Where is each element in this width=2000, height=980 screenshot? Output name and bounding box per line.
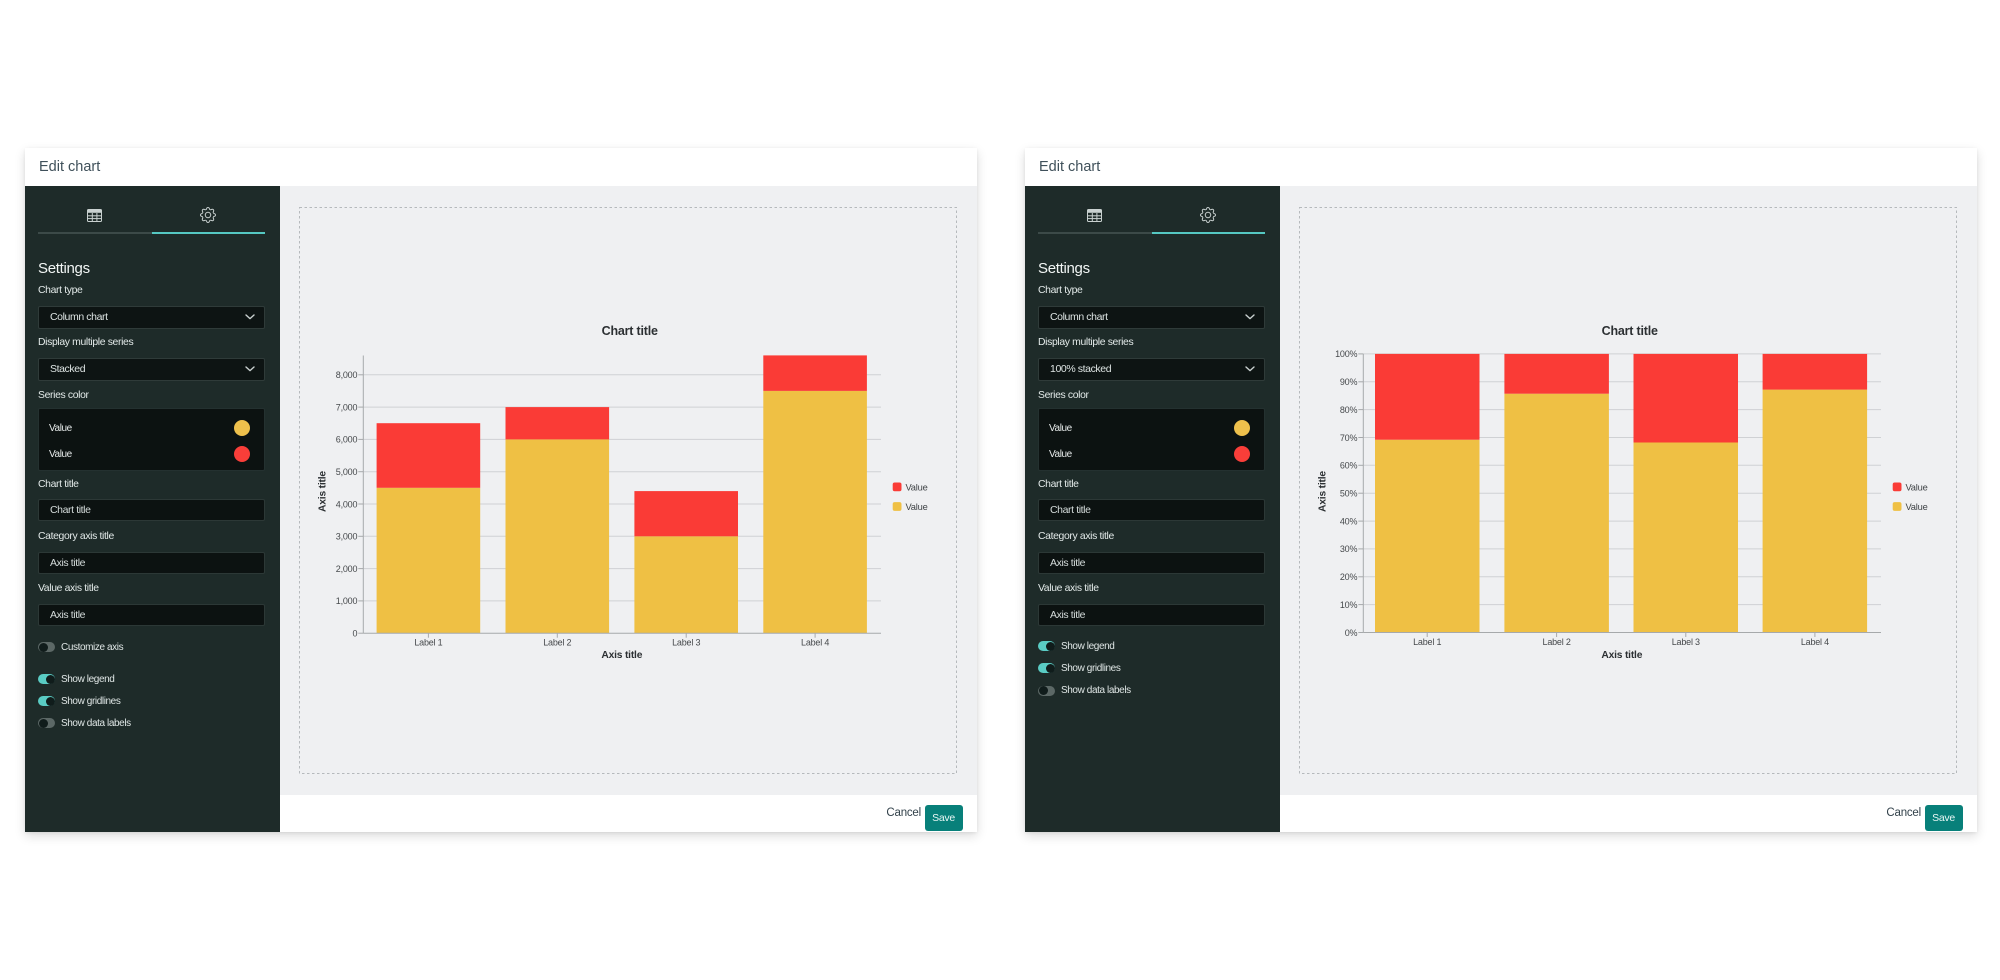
svg-text:8,000: 8,000: [336, 370, 358, 380]
svg-text:30%: 30%: [1340, 544, 1358, 554]
svg-text:40%: 40%: [1340, 516, 1358, 526]
svg-text:Label 3: Label 3: [672, 638, 700, 648]
svg-text:0: 0: [352, 629, 357, 639]
svg-text:70%: 70%: [1340, 433, 1358, 443]
svg-text:2,000: 2,000: [336, 564, 358, 574]
svg-text:Value: Value: [906, 483, 928, 493]
svg-text:100%: 100%: [1335, 349, 1357, 359]
svg-text:Axis title: Axis title: [318, 471, 329, 512]
svg-text:Value: Value: [906, 502, 928, 512]
svg-text:3,000: 3,000: [336, 532, 358, 542]
svg-text:80%: 80%: [1340, 405, 1358, 415]
svg-text:Label 4: Label 4: [1801, 637, 1829, 647]
svg-text:Label 2: Label 2: [543, 638, 571, 648]
svg-text:Value: Value: [1906, 502, 1928, 512]
svg-text:0%: 0%: [1345, 628, 1358, 638]
svg-text:6,000: 6,000: [336, 435, 358, 445]
svg-text:10%: 10%: [1340, 600, 1358, 610]
svg-text:Label 1: Label 1: [414, 638, 442, 648]
svg-text:4,000: 4,000: [336, 499, 358, 509]
svg-text:Axis title: Axis title: [601, 650, 642, 661]
svg-text:90%: 90%: [1340, 377, 1358, 387]
svg-text:Axis title: Axis title: [1318, 471, 1329, 512]
svg-text:60%: 60%: [1340, 461, 1358, 471]
svg-text:Label 4: Label 4: [801, 638, 829, 648]
svg-text:Chart title: Chart title: [1602, 324, 1658, 338]
svg-text:1,000: 1,000: [336, 596, 358, 606]
svg-text:7,000: 7,000: [336, 402, 358, 412]
svg-text:Chart title: Chart title: [602, 324, 658, 338]
svg-text:Label 3: Label 3: [1672, 637, 1700, 647]
svg-text:20%: 20%: [1340, 572, 1358, 582]
svg-text:50%: 50%: [1340, 489, 1358, 499]
svg-text:Value: Value: [1906, 483, 1928, 493]
svg-text:Label 2: Label 2: [1543, 637, 1571, 647]
svg-text:Label 1: Label 1: [1413, 637, 1441, 647]
svg-text:5,000: 5,000: [336, 467, 358, 477]
svg-text:Axis title: Axis title: [1601, 650, 1642, 661]
